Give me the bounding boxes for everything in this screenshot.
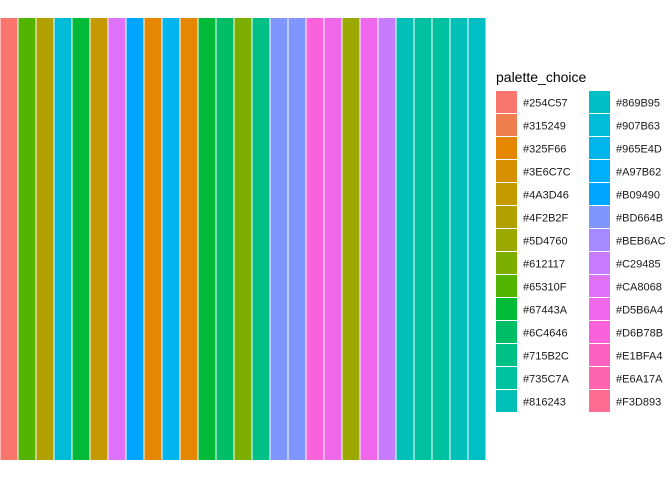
bar — [450, 18, 468, 460]
legend-swatch — [496, 344, 517, 366]
bar — [126, 18, 144, 460]
legend-label: #315249 — [523, 121, 566, 133]
legend-swatch — [589, 321, 610, 343]
bar — [54, 18, 72, 460]
legend-label: #65310F — [523, 282, 567, 294]
legend-swatch — [589, 114, 610, 136]
legend-swatch — [589, 91, 610, 113]
legend-swatch — [496, 367, 517, 389]
bar — [36, 18, 54, 460]
legend-label: #F3D893 — [616, 397, 661, 409]
legend-swatch — [496, 206, 517, 228]
legend-swatch — [589, 367, 610, 389]
legend-label: #907B63 — [616, 121, 660, 133]
legend-label: #6C4646 — [523, 328, 568, 340]
legend-swatch — [496, 252, 517, 274]
bar — [162, 18, 180, 460]
bar — [396, 18, 414, 460]
bar — [198, 18, 216, 460]
bar — [108, 18, 126, 460]
bar — [234, 18, 252, 460]
legend-swatch — [496, 183, 517, 205]
legend-swatch — [589, 206, 610, 228]
bar — [72, 18, 90, 460]
bar — [216, 18, 234, 460]
legend-label: #CA8068 — [616, 282, 662, 294]
legend-label: #715B2C — [523, 351, 569, 363]
bar — [378, 18, 396, 460]
legend-swatch — [589, 229, 610, 251]
bar — [432, 18, 450, 460]
legend-label: #E6A17A — [616, 374, 663, 386]
legend-label: #BEB6AC — [616, 236, 666, 248]
legend-label: #735C7A — [523, 374, 570, 386]
bar — [180, 18, 198, 460]
legend-swatch — [496, 321, 517, 343]
legend-label: #E1BFA4 — [616, 351, 662, 363]
bar — [414, 18, 432, 460]
legend-label: #A97B62 — [616, 167, 661, 179]
legend-label: #869B95 — [616, 98, 660, 110]
bar — [360, 18, 378, 460]
legend-swatch — [496, 275, 517, 297]
bar — [306, 18, 324, 460]
bar — [144, 18, 162, 460]
legend-label: #D6B78B — [616, 328, 663, 340]
legend-swatch — [589, 298, 610, 320]
legend-swatch — [496, 137, 517, 159]
bar — [324, 18, 342, 460]
legend-swatch — [589, 160, 610, 182]
legend-swatch — [496, 390, 517, 412]
legend-swatch — [589, 344, 610, 366]
legend-swatch — [589, 390, 610, 412]
legend-swatch — [496, 160, 517, 182]
legend-swatch — [589, 183, 610, 205]
legend-label: #4A3D46 — [523, 190, 569, 202]
bar — [0, 18, 18, 460]
legend-label: #254C57 — [523, 98, 568, 110]
legend-swatch — [589, 137, 610, 159]
legend-swatch — [589, 275, 610, 297]
bar — [18, 18, 36, 460]
legend-label: #67443A — [523, 305, 568, 317]
bar — [342, 18, 360, 460]
legend-swatch — [589, 252, 610, 274]
legend-swatch — [496, 91, 517, 113]
bar — [468, 18, 486, 460]
legend-swatch — [496, 298, 517, 320]
legend-swatch — [496, 229, 517, 251]
bar — [270, 18, 288, 460]
legend-items: #254C57 #315249 #325F66 #3E6C7C #4A3D46 #4F2B… — [496, 91, 666, 412]
legend-label: #BD664B — [616, 213, 663, 225]
bar — [90, 18, 108, 460]
legend-swatch — [496, 114, 517, 136]
bar — [252, 18, 270, 460]
legend-label: #325F66 — [523, 144, 566, 156]
legend-label: #816243 — [523, 397, 566, 409]
legend-label: #C29485 — [616, 259, 661, 271]
legend-label: #4F2B2F — [523, 213, 569, 225]
legend-label: #965E4D — [616, 144, 662, 156]
bars-layer — [0, 18, 486, 460]
legend-label: #B09490 — [616, 190, 660, 202]
legend: palette_choice #254C57 #315249 #325F66 #3E6… — [496, 69, 666, 412]
legend-label: #D5B6A4 — [616, 305, 663, 317]
legend-label: #5D4760 — [523, 236, 568, 248]
bar — [288, 18, 306, 460]
legend-label: #612117 — [523, 259, 565, 271]
legend-title: palette_choice — [496, 69, 587, 85]
legend-label: #3E6C7C — [523, 167, 571, 179]
